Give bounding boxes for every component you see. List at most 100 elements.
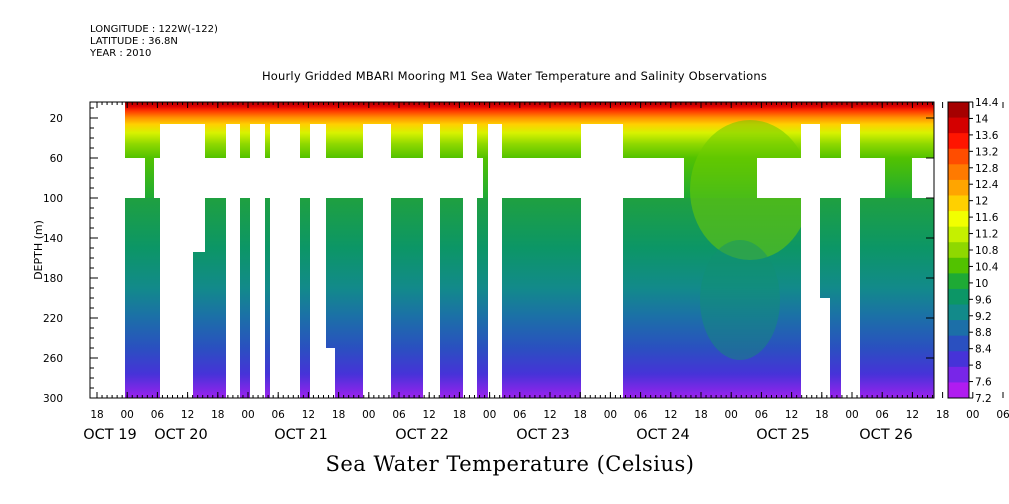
y-tick-label: 260 bbox=[43, 353, 63, 365]
colorbar-label: 9.2 bbox=[975, 311, 992, 323]
colorbar-segment bbox=[948, 257, 969, 274]
x-day-label: OCT 20 bbox=[154, 427, 207, 443]
x-day-label: OCT 19 bbox=[83, 427, 136, 443]
x-hour-label: 06 bbox=[996, 409, 1009, 421]
x-day-label: OCT 23 bbox=[516, 427, 569, 443]
colorbar-segment bbox=[948, 179, 969, 196]
x-hour-label: 12 bbox=[543, 409, 556, 421]
x-hour-label: 00 bbox=[241, 409, 254, 421]
x-hour-label: 06 bbox=[755, 409, 769, 421]
missing-data-gap bbox=[165, 124, 180, 252]
x-day-label: OCT 22 bbox=[395, 427, 448, 443]
x-hour-label: 12 bbox=[664, 409, 677, 421]
missing-data-gap bbox=[193, 124, 205, 252]
colorbar-label: 14.4 bbox=[975, 97, 999, 109]
missing-data-gap bbox=[491, 158, 684, 198]
y-tick-label: 60 bbox=[50, 153, 63, 165]
x-hour-label: 06 bbox=[876, 409, 890, 421]
colorbar-segment bbox=[948, 242, 969, 259]
y-axis-label: DEPTH (m) bbox=[32, 220, 45, 280]
colorbar-label: 14 bbox=[975, 113, 989, 125]
colorbar-segment bbox=[948, 148, 969, 165]
colorbar-label: 8.4 bbox=[975, 344, 992, 356]
missing-data-gap bbox=[820, 298, 830, 398]
colorbar-label: 7.2 bbox=[975, 393, 992, 405]
upwelling-patch bbox=[690, 120, 810, 260]
colorbar-label: 12.4 bbox=[975, 179, 999, 191]
x-hour-label: 06 bbox=[272, 409, 286, 421]
y-tick-label: 220 bbox=[43, 313, 63, 325]
y-tick-label: 180 bbox=[43, 273, 63, 285]
colorbar-segment bbox=[948, 164, 969, 181]
colorbar-segment bbox=[948, 133, 969, 150]
x-hour-label: 06 bbox=[392, 409, 406, 421]
colorbar-segment bbox=[948, 320, 969, 337]
missing-data-gap bbox=[326, 348, 335, 398]
x-hour-label: 00 bbox=[604, 409, 617, 421]
x-hour-label: 00 bbox=[725, 409, 738, 421]
x-hour-label: 18 bbox=[90, 409, 103, 421]
colorbar-label: 7.6 bbox=[975, 377, 992, 389]
x-hour-label: 12 bbox=[785, 409, 798, 421]
colorbar-label: 8.8 bbox=[975, 327, 992, 339]
x-day-label: OCT 24 bbox=[636, 427, 689, 443]
colorbar-segment bbox=[948, 382, 969, 399]
colorbar-label: 11.6 bbox=[975, 212, 999, 224]
x-hour-label: 00 bbox=[362, 409, 375, 421]
x-hour-label: 12 bbox=[181, 409, 194, 421]
x-day-label: OCT 26 bbox=[859, 427, 912, 443]
x-hour-label: 06 bbox=[151, 409, 165, 421]
colorbar-label: 10.8 bbox=[975, 245, 998, 257]
colorbar-label: 11.2 bbox=[975, 229, 998, 241]
colorbar-label: 12.8 bbox=[975, 163, 998, 175]
metadata-block: LONGITUDE : 122W(-122) LATITUDE : 36.8N … bbox=[90, 24, 218, 60]
x-hour-label: 06 bbox=[634, 409, 648, 421]
y-tick-label: 100 bbox=[43, 193, 63, 205]
x-hour-label: 18 bbox=[694, 409, 707, 421]
x-hour-label: 00 bbox=[483, 409, 496, 421]
colorbar-segment bbox=[948, 366, 969, 383]
x-hour-label: 00 bbox=[845, 409, 858, 421]
colorbar: 14.4 14 13.6 13.2 12.8 12.4 12 11.6 11.2 10.8 10.4… bbox=[947, 97, 999, 405]
chart-title: Hourly Gridded MBARI Mooring M1 Sea Wate… bbox=[261, 69, 768, 83]
colorbar-label: 9.6 bbox=[975, 294, 992, 306]
colorbar-label: 8 bbox=[975, 360, 982, 372]
x-hour-label: 18 bbox=[936, 409, 949, 421]
x-hour-label: 06 bbox=[513, 409, 527, 421]
x-hour-label: 18 bbox=[211, 409, 224, 421]
colorbar-label: 13.2 bbox=[975, 146, 998, 158]
upwelling-deep bbox=[700, 240, 780, 360]
missing-data-gap bbox=[912, 158, 934, 198]
y-tick-label: 300 bbox=[43, 393, 63, 405]
colorbar-segment bbox=[948, 211, 969, 228]
colorbar-label: 13.6 bbox=[975, 130, 999, 142]
x-hour-label: 18 bbox=[332, 409, 345, 421]
colorbar-segment bbox=[948, 226, 969, 243]
colorbar-segment bbox=[948, 102, 969, 119]
colorbar-segment bbox=[948, 195, 969, 212]
plot-frame bbox=[89, 101, 935, 399]
x-day-label: OCT 21 bbox=[274, 427, 327, 443]
year-label: YEAR : 2010 bbox=[90, 48, 152, 59]
x-hour-label: 18 bbox=[574, 409, 587, 421]
colorbar-label: 10.4 bbox=[975, 261, 999, 273]
x-hour-label: 00 bbox=[966, 409, 979, 421]
x-hour-label: 12 bbox=[423, 409, 436, 421]
x-day-label: OCT 25 bbox=[756, 427, 809, 443]
colorbar-label: 12 bbox=[975, 196, 988, 208]
latitude-label: LATITUDE : 36.8N bbox=[90, 36, 178, 47]
colorbar-segment bbox=[948, 273, 969, 290]
x-hour-label: 00 bbox=[121, 409, 134, 421]
colorbar-label: 10 bbox=[975, 278, 988, 290]
x-hour-label: 12 bbox=[302, 409, 315, 421]
x-hour-label: 18 bbox=[815, 409, 828, 421]
x-hour-label: 12 bbox=[906, 409, 919, 421]
heatmap-plot bbox=[90, 102, 934, 398]
longitude-label: LONGITUDE : 122W(-122) bbox=[90, 24, 218, 35]
missing-data-gap bbox=[757, 158, 885, 198]
colorbar-segment bbox=[948, 288, 969, 306]
colorbar-segment bbox=[948, 117, 969, 134]
axes: 20 60 100 140 180 220 260 300 DEPTH (m) 18 00 06 12 1… bbox=[32, 101, 1009, 443]
missing-data-gap bbox=[180, 252, 193, 398]
